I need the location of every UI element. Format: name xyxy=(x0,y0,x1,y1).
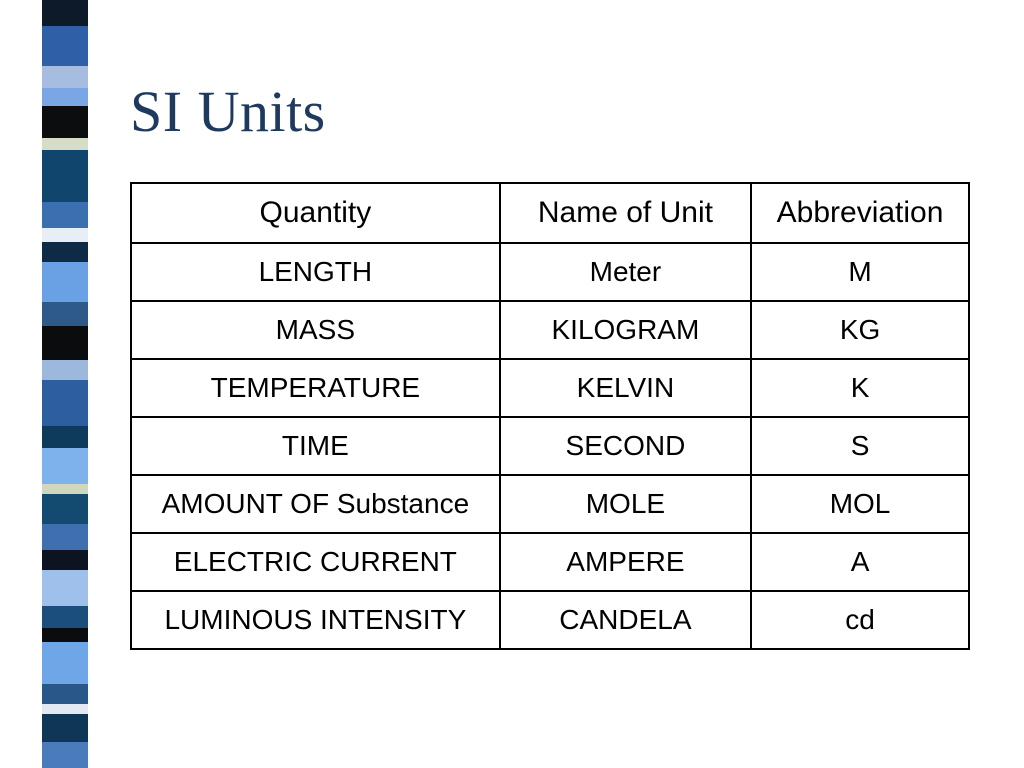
cell-quantity: TEMPERATURE xyxy=(131,359,500,417)
cell-abbrev: A xyxy=(751,533,969,591)
cell-abbrev: cd xyxy=(751,591,969,649)
cell-unit: KILOGRAM xyxy=(500,301,751,359)
table-row: MASS KILOGRAM KG xyxy=(131,301,969,359)
cell-unit: MOLE xyxy=(500,475,751,533)
cell-abbrev: KG xyxy=(751,301,969,359)
col-header-abbrev: Abbreviation xyxy=(751,183,969,243)
col-header-name: Name of Unit xyxy=(500,183,751,243)
cell-unit: AMPERE xyxy=(500,533,751,591)
cell-abbrev: S xyxy=(751,417,969,475)
cell-quantity: ELECTRIC CURRENT xyxy=(131,533,500,591)
cell-unit: Meter xyxy=(500,243,751,301)
table-row: TIME SECOND S xyxy=(131,417,969,475)
cell-abbrev: M xyxy=(751,243,969,301)
slide: SI Units Quantity Name of Unit Abbreviat… xyxy=(0,0,1024,768)
cell-quantity: LUMINOUS INTENSITY xyxy=(131,591,500,649)
cell-quantity: AMOUNT OF Substance xyxy=(131,475,500,533)
cell-quantity: MASS xyxy=(131,301,500,359)
table-row: LUMINOUS INTENSITY CANDELA cd xyxy=(131,591,969,649)
decorative-stripe xyxy=(42,0,88,768)
cell-quantity: LENGTH xyxy=(131,243,500,301)
cell-unit: CANDELA xyxy=(500,591,751,649)
si-units-table: Quantity Name of Unit Abbreviation LENGT… xyxy=(130,182,970,650)
table-row: LENGTH Meter M xyxy=(131,243,969,301)
cell-abbrev: K xyxy=(751,359,969,417)
table-row: AMOUNT OF Substance MOLE MOL xyxy=(131,475,969,533)
si-units-table-container: Quantity Name of Unit Abbreviation LENGT… xyxy=(130,182,970,650)
cell-abbrev: MOL xyxy=(751,475,969,533)
table-header-row: Quantity Name of Unit Abbreviation xyxy=(131,183,969,243)
cell-unit: KELVIN xyxy=(500,359,751,417)
col-header-quantity: Quantity xyxy=(131,183,500,243)
cell-quantity: TIME xyxy=(131,417,500,475)
cell-unit: SECOND xyxy=(500,417,751,475)
table-row: ELECTRIC CURRENT AMPERE A xyxy=(131,533,969,591)
table-row: TEMPERATURE KELVIN K xyxy=(131,359,969,417)
page-title: SI Units xyxy=(130,78,326,145)
